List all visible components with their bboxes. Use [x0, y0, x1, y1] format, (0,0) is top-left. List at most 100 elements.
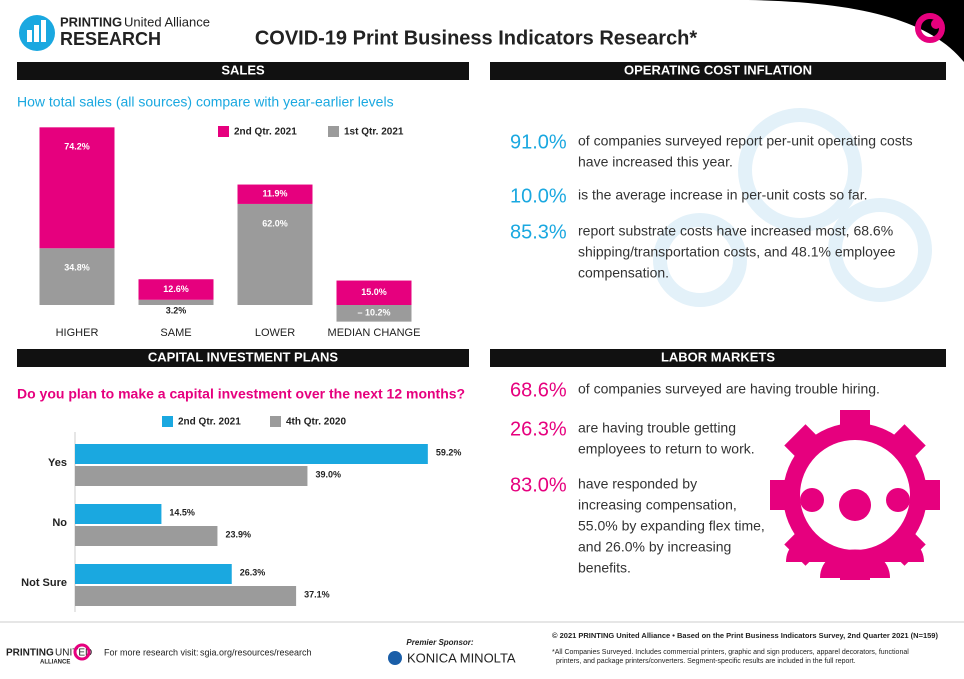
logo-brand: PRINTING	[60, 14, 122, 29]
legend-label: 2nd Qtr. 2021	[178, 417, 241, 428]
stat-text: of companies surveyed are having trouble…	[578, 381, 880, 397]
stat-text: are having trouble getting	[578, 420, 736, 436]
footer-logo: ALLIANCE	[40, 660, 70, 666]
stat-text: shipping/transportation costs, and 48.1%…	[578, 244, 896, 260]
x-tick-label: SAME	[160, 327, 191, 339]
value-label: 59.2%	[436, 447, 462, 457]
stat-value: 85.3%	[510, 221, 567, 243]
bar-segment	[39, 127, 115, 249]
chart-title: Do you plan to make a capital investment…	[17, 386, 465, 402]
logo-research: RESEARCH	[60, 29, 161, 49]
x-tick-label: HIGHER	[56, 327, 99, 339]
value-label: 12.6%	[163, 284, 189, 294]
gear-tooth	[887, 424, 926, 463]
gear-tooth	[784, 424, 823, 463]
section-bar	[490, 349, 946, 367]
value-label: 23.9%	[225, 529, 251, 539]
visit-text: For more research visit:	[104, 647, 199, 657]
stat-text: increasing compensation,	[578, 497, 737, 513]
stat-text: report substrate costs have increased mo…	[578, 223, 893, 239]
footer-ring	[73, 643, 91, 661]
gear-tooth	[770, 480, 794, 510]
section-title: OPERATING COST INFLATION	[624, 62, 812, 77]
bar-segment	[237, 184, 313, 204]
copyright: © 2021 PRINTING United Alliance • Based …	[552, 631, 938, 640]
gear-tooth	[916, 480, 940, 510]
bar	[75, 466, 308, 486]
value-label: 74.2%	[64, 142, 90, 152]
stat-text: is the average increase in per-unit cost…	[578, 187, 867, 203]
section-bar	[17, 349, 469, 367]
value-label: 26.3%	[240, 567, 266, 577]
gear-tooth	[840, 410, 870, 434]
x-tick-label: MEDIAN CHANGE	[328, 327, 421, 339]
logo-icon	[19, 15, 55, 51]
sponsor-name: KONICA MINOLTA	[407, 650, 516, 665]
footer-logo: PRINTING	[6, 648, 54, 659]
stat-text: compensation.	[578, 265, 669, 281]
bar-segment	[138, 299, 214, 305]
bar	[75, 586, 297, 606]
value-label: 3.2%	[166, 305, 187, 315]
bar-segment	[237, 203, 313, 305]
stat-value: 26.3%	[510, 418, 567, 440]
stat-text: employees to return to work.	[578, 441, 755, 457]
bar	[75, 444, 428, 464]
stat-value: 68.6%	[510, 379, 567, 401]
bar	[75, 504, 162, 524]
people-gear-icon	[770, 410, 940, 580]
stat-text: 55.0% by expanding flex time,	[578, 518, 765, 534]
stat-value: 83.0%	[510, 474, 567, 496]
value-label: 34.8%	[64, 263, 90, 273]
stat-text: and 26.0% by increasing	[578, 539, 731, 555]
stat-text: of companies surveyed report per-unit op…	[578, 133, 913, 149]
bar	[75, 526, 218, 546]
section-title: CAPITAL INVESTMENT PLANS	[148, 349, 339, 364]
brand-dot	[931, 19, 941, 29]
sponsor-label: Premier Sponsor:	[406, 638, 473, 647]
y-tick-label: Not Sure	[21, 577, 67, 589]
sponsor-icon	[388, 651, 402, 665]
corner-swoosh	[748, 0, 964, 62]
section-title: LABOR MARKETS	[661, 349, 775, 364]
visit-link[interactable]: sgia.org/resources/research	[200, 647, 312, 657]
value-label: 15.0%	[361, 287, 387, 297]
page-title: COVID-19 Print Business Indicators Resea…	[255, 27, 698, 49]
bar	[75, 564, 232, 584]
stat-value: 10.0%	[510, 185, 567, 207]
value-label: 39.0%	[315, 469, 341, 479]
brand-ring	[915, 13, 945, 43]
stat-text: benefits.	[578, 560, 631, 576]
bar-segment	[336, 280, 412, 305]
value-label: 11.9%	[262, 189, 287, 199]
stat-text: have responded by	[578, 476, 697, 492]
x-tick-label: LOWER	[255, 327, 295, 339]
value-label: 37.1%	[304, 589, 330, 599]
bar-segment	[39, 248, 115, 305]
footnote: printers, and package printers/converter…	[556, 658, 856, 665]
stat-value: 91.0%	[510, 131, 567, 153]
legend-label: 2nd Qtr. 2021	[234, 127, 297, 138]
footnote: *All Companies Surveyed. Includes commer…	[552, 649, 909, 656]
bar-segment	[336, 305, 412, 322]
section-bar	[17, 62, 469, 80]
y-tick-label: No	[52, 517, 67, 529]
y-tick-label: Yes	[48, 457, 67, 469]
section-bar	[490, 62, 946, 80]
legend-swatch	[162, 416, 173, 427]
legend-swatch	[218, 126, 229, 137]
legend-label: 4th Qtr. 2020	[286, 417, 346, 428]
legend-swatch	[270, 416, 281, 427]
legend-swatch	[328, 126, 339, 137]
value-label: 62.0%	[262, 218, 288, 228]
value-label: – 10.2%	[357, 308, 390, 318]
logo-sub: United Alliance	[124, 14, 210, 29]
bar-segment	[138, 279, 214, 300]
gear-decoration	[653, 108, 932, 307]
value-label: 14.5%	[169, 507, 195, 517]
chart-subtitle: How total sales (all sources) compare wi…	[17, 94, 394, 110]
section-title: SALES	[221, 62, 265, 77]
stat-text: have increased this year.	[578, 154, 733, 170]
legend-label: 1st Qtr. 2021	[344, 127, 404, 138]
